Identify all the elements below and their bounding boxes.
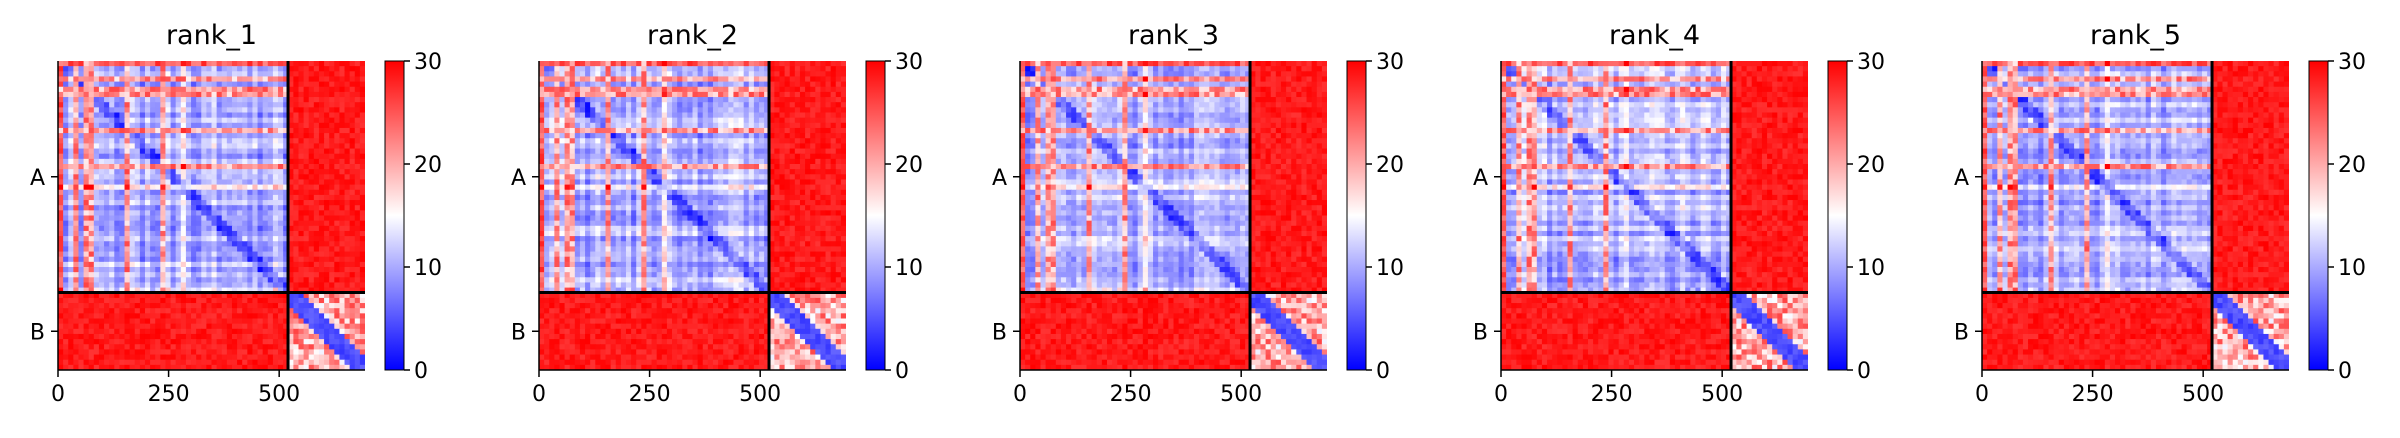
colorbar-tick-label: 0 bbox=[1857, 359, 1871, 384]
heatmap-panel-2: rank_2 0 250 500 A B 0 10 20 30 bbox=[511, 20, 923, 407]
colorbar-tick-label: 10 bbox=[1857, 256, 1885, 281]
colorbar-tick-label: 30 bbox=[414, 50, 442, 75]
panel-title: rank_3 bbox=[1128, 20, 1219, 51]
x-tick-label: 500 bbox=[258, 382, 300, 407]
x-tick-label: 0 bbox=[1013, 382, 1027, 407]
heatmap-cells bbox=[539, 61, 847, 371]
colorbar-tick-label: 0 bbox=[2338, 359, 2352, 384]
colorbar-tick-label: 30 bbox=[1857, 50, 1885, 75]
chain-label-A: A bbox=[992, 166, 1007, 191]
colorbar bbox=[1347, 61, 1366, 370]
heatmap-cells bbox=[1501, 61, 1809, 371]
colorbar-tick-label: 0 bbox=[1376, 359, 1390, 384]
colorbar-tick-label: 30 bbox=[2338, 50, 2366, 75]
colorbar-tick-label: 10 bbox=[895, 256, 923, 281]
colorbar-tick-label: 20 bbox=[2338, 153, 2366, 178]
x-tick-label: 500 bbox=[2182, 382, 2224, 407]
colorbar-tick-label: 10 bbox=[1376, 256, 1404, 281]
chain-label-B: B bbox=[511, 320, 526, 345]
colorbar-tick-label: 0 bbox=[414, 359, 428, 384]
chain-label-A: A bbox=[1954, 166, 1969, 191]
x-tick-label: 0 bbox=[1494, 382, 1508, 407]
heatmap-panel-1: rank_1 0 250 500 A B 0 10 20 30 bbox=[30, 20, 442, 407]
heatmap-cells bbox=[58, 61, 366, 371]
heatmap-panel-3: rank_3 0 250 500 A B 0 10 20 30 bbox=[992, 20, 1404, 407]
colorbar-tick-label: 20 bbox=[1376, 153, 1404, 178]
heatmap-panel-4: rank_4 0 250 500 A B 0 10 20 30 bbox=[1473, 20, 1885, 407]
colorbar-tick-label: 20 bbox=[895, 153, 923, 178]
colorbar-tick-label: 20 bbox=[414, 153, 442, 178]
colorbar bbox=[1828, 61, 1847, 370]
colorbar-tick-label: 20 bbox=[1857, 153, 1885, 178]
chain-label-B: B bbox=[30, 320, 45, 345]
x-tick-label: 0 bbox=[51, 382, 65, 407]
heatmap-cells bbox=[1020, 61, 1328, 371]
x-tick-label: 250 bbox=[1110, 382, 1152, 407]
x-tick-label: 250 bbox=[2072, 382, 2114, 407]
x-tick-label: 0 bbox=[1975, 382, 1989, 407]
x-tick-label: 250 bbox=[148, 382, 190, 407]
heatmap-panel-5: rank_5 0 250 500 A B 0 10 20 30 bbox=[1954, 20, 2366, 407]
panel-title: rank_4 bbox=[1609, 20, 1700, 51]
x-tick-label: 250 bbox=[629, 382, 671, 407]
colorbar bbox=[866, 61, 885, 370]
colorbar-tick-label: 30 bbox=[1376, 50, 1404, 75]
colorbar bbox=[2309, 61, 2328, 370]
x-tick-label: 500 bbox=[739, 382, 781, 407]
x-tick-label: 500 bbox=[1701, 382, 1743, 407]
colorbar-tick-label: 0 bbox=[895, 359, 909, 384]
colorbar-tick-label: 10 bbox=[414, 256, 442, 281]
chain-label-B: B bbox=[992, 320, 1007, 345]
heatmap-cells bbox=[1982, 61, 2290, 371]
x-tick-label: 500 bbox=[1220, 382, 1262, 407]
chain-label-B: B bbox=[1473, 320, 1488, 345]
x-tick-label: 0 bbox=[532, 382, 546, 407]
panel-title: rank_1 bbox=[166, 20, 257, 51]
panel-title: rank_5 bbox=[2090, 20, 2181, 51]
chain-label-A: A bbox=[1473, 166, 1488, 191]
colorbar-tick-label: 10 bbox=[2338, 256, 2366, 281]
colorbar-tick-label: 30 bbox=[895, 50, 923, 75]
colorbar bbox=[385, 61, 404, 370]
chain-label-B: B bbox=[1954, 320, 1969, 345]
chain-label-A: A bbox=[30, 166, 45, 191]
chain-label-A: A bbox=[511, 166, 526, 191]
x-tick-label: 250 bbox=[1591, 382, 1633, 407]
panel-title: rank_2 bbox=[647, 20, 738, 51]
